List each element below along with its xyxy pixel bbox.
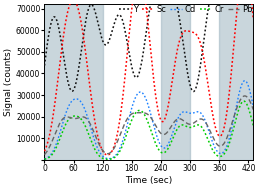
Y-axis label: Signal (counts): Signal (counts) [4,48,13,116]
X-axis label: Time (sec): Time (sec) [125,176,172,185]
Bar [44,4,103,160]
Legend: Y, Sc, Cd, Cr, Pb: Y, Sc, Cd, Cr, Pb [118,4,253,15]
Bar [161,4,190,160]
Bar [219,4,253,160]
